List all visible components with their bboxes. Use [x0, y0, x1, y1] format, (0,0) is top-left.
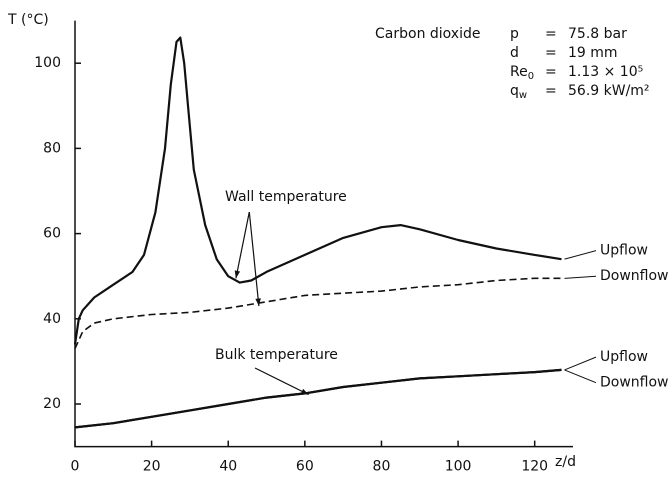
series-line [73, 36, 562, 345]
x-tick-label: 40 [219, 459, 237, 475]
equals: = [545, 26, 557, 42]
arrow [235, 211, 250, 279]
arrow-head [300, 388, 309, 395]
series-label: Downflow [600, 375, 669, 391]
parameter-value: 75.8 bar [568, 26, 627, 42]
parameter-symbol: Re0 [510, 64, 534, 82]
arrow [248, 211, 260, 307]
y-tick-label: 40 [43, 311, 61, 327]
equals: = [545, 83, 557, 99]
y-tick-label: 80 [43, 140, 61, 156]
symbol: d [510, 45, 519, 61]
symbol: q [510, 83, 519, 99]
x-tick-label: 0 [71, 459, 80, 475]
y-tick-label: 20 [43, 396, 61, 412]
pointer [564, 356, 597, 371]
pointer [564, 275, 597, 279]
x-axis-label: z/d [555, 454, 576, 470]
equals: = [545, 64, 557, 80]
parameters-title: Carbon dioxide [375, 26, 480, 42]
series-label: Downflow [600, 268, 669, 284]
series-line [74, 277, 562, 349]
x-tick-label: 60 [296, 459, 314, 475]
series-line [74, 368, 562, 429]
x-tick-label: 100 [445, 459, 472, 475]
symbol: p [510, 26, 519, 42]
parameter-value: 1.13 × 10⁵ [568, 64, 643, 80]
parameter-value: 19 mm [568, 45, 618, 61]
series-label: Upflow [600, 349, 648, 365]
y-tick-label: 100 [34, 55, 61, 71]
equals: = [545, 45, 557, 61]
parameter-symbol: p [510, 26, 519, 42]
parameter-symbol: qw [510, 83, 527, 101]
subscript: w [519, 90, 527, 101]
symbol: Re [510, 64, 528, 80]
x-tick-label: 20 [143, 459, 161, 475]
series-label: Upflow [600, 243, 648, 259]
subscript: 0 [528, 71, 534, 82]
arrow-head [234, 270, 241, 279]
y-axis-label: T (°C) [7, 12, 49, 28]
x-tick-label: 120 [521, 459, 548, 475]
parameter-value: 56.9 kW/m² [568, 83, 650, 99]
annotation: Wall temperature [225, 189, 347, 205]
series-line [74, 368, 562, 429]
pointer [564, 369, 597, 384]
arrow-head [255, 298, 261, 307]
parameter-symbol: d [510, 45, 519, 61]
x-tick-label: 80 [373, 459, 391, 475]
pointer [564, 250, 597, 260]
annotation: Bulk temperature [215, 347, 338, 363]
y-tick-label: 60 [43, 226, 61, 242]
arrow [254, 367, 309, 396]
